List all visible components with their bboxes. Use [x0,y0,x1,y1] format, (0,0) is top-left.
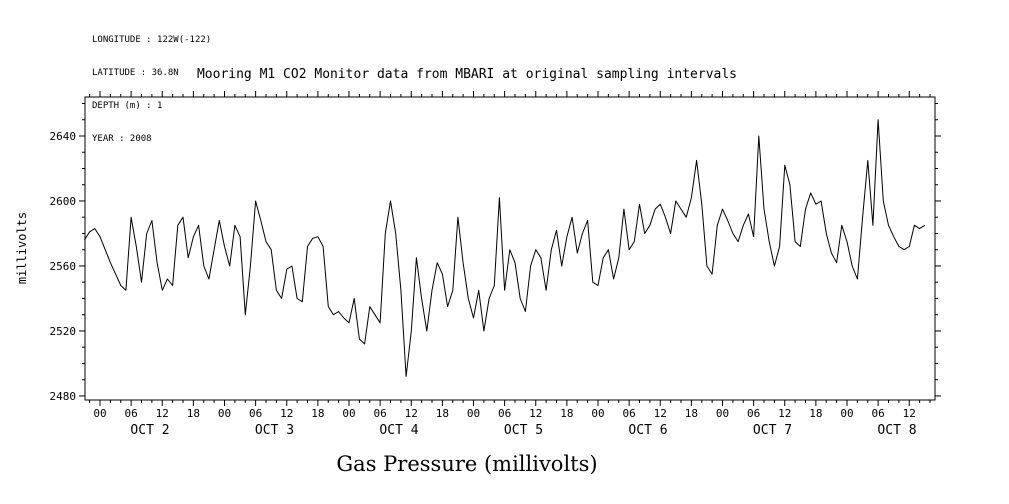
x-tick-label: 00 [218,407,231,420]
y-tick-label: 2640 [50,130,77,143]
x-tick-label: 00 [840,407,853,420]
y-tick-label: 2560 [50,260,77,273]
day-label: OCT 6 [628,423,667,438]
data-line [83,119,926,377]
x-tick-label: 06 [623,407,636,420]
day-label: OCT 5 [504,423,543,438]
x-tick-label: 00 [591,407,604,420]
depth-label: DEPTH (m) : 1 [92,101,163,111]
x-tick-label: 12 [654,407,667,420]
x-tick-label: 18 [560,407,573,420]
y-tick-label: 2520 [50,325,77,338]
chart-title: Mooring M1 CO2 Monitor data from MBARI a… [196,67,738,82]
x-tick-label: 00 [467,407,480,420]
x-tick-label: 06 [374,407,387,420]
day-label: OCT 4 [379,423,418,438]
x-tick-label: 12 [903,407,916,420]
x-tick-label: 00 [93,407,106,420]
x-tick-label: 06 [872,407,885,420]
x-tick-label: 00 [716,407,729,420]
x-tick-label: 12 [778,407,791,420]
latitude-label: LATITUDE : 36.8N [92,68,179,78]
x-tick-label: 12 [529,407,542,420]
x-tick-label: 06 [747,407,760,420]
day-label: OCT 7 [753,423,792,438]
x-tick-label: 00 [342,407,355,420]
x-tick-label: 12 [156,407,169,420]
x-tick-label: 12 [280,407,293,420]
y-tick-label: 2480 [50,390,77,403]
x-tick-label: 06 [249,407,262,420]
y-tick-label: 2600 [50,195,77,208]
x-tick-label: 18 [809,407,822,420]
x-tick-label: 06 [498,407,511,420]
year-label: YEAR : 2008 [92,134,152,144]
x-tick-label: 18 [311,407,324,420]
day-label: OCT 3 [255,423,294,438]
longitude-label: LONGITUDE : 122W(-122) [92,35,212,45]
day-label: OCT 2 [130,423,169,438]
x-tick-label: 12 [405,407,418,420]
x-tick-label: 18 [685,407,698,420]
x-axis-title: Gas Pressure (millivolts) [336,452,598,476]
x-tick-label: 06 [125,407,138,420]
x-tick-label: 18 [187,407,200,420]
plot-frame [84,96,936,401]
metadata-block: LONGITUDE : 122W(-122) LATITUDE : 36.8N … [92,13,211,167]
x-tick-label: 18 [436,407,449,420]
day-label: OCT 8 [877,423,916,438]
